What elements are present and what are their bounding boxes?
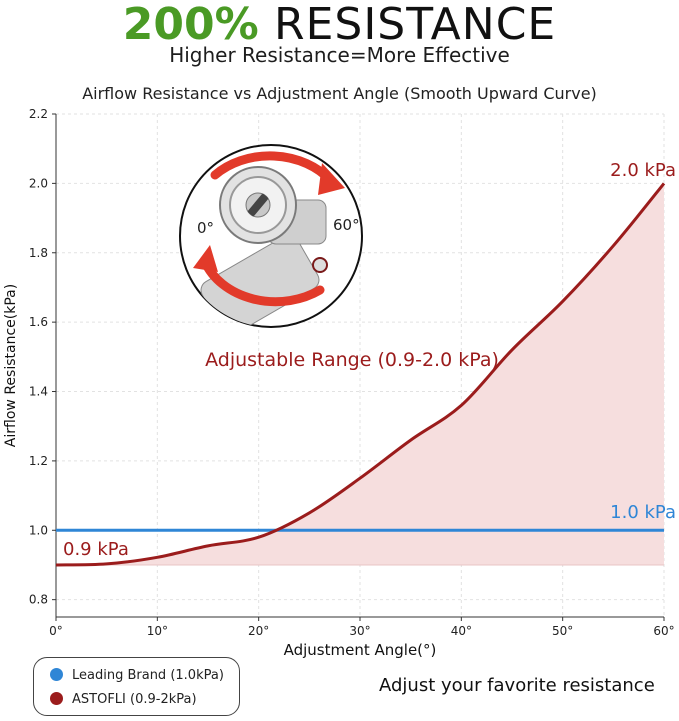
- x-tick-label: 20°: [248, 624, 269, 638]
- annotation-leading-label: 1.0 kPa: [610, 502, 676, 523]
- series-line-astofli: [55, 182, 666, 567]
- y-tick-label: 1.8: [29, 246, 48, 260]
- headline-word: RESISTANCE: [274, 0, 557, 50]
- astofli-dot-icon: [50, 692, 63, 705]
- inset-label-60: 60°: [333, 216, 360, 234]
- device-screw: [312, 257, 328, 273]
- legend-label-leading: Leading Brand (1.0kPa): [72, 668, 224, 683]
- legend-item-astofli: ASTOFLI (0.9-2kPa): [50, 690, 197, 710]
- x-tick-label: 50°: [552, 624, 573, 638]
- rotate-arrow-top: [210, 151, 335, 185]
- legend-item-leading: Leading Brand (1.0kPa): [50, 666, 224, 686]
- chart-title: Airflow Resistance vs Adjustment Angle (…: [82, 84, 597, 103]
- tagline: Adjust your favorite resistance: [379, 675, 655, 696]
- headline: 200% RESISTANCE: [0, 0, 679, 50]
- inset-label-0: 0°: [197, 219, 214, 237]
- legend-label-astofli: ASTOFLI (0.9-2kPa): [72, 692, 197, 707]
- annotation-start-label: 0.9 kPa: [63, 539, 129, 560]
- arrow-head-left-icon: [193, 245, 218, 272]
- x-tick-label: 40°: [451, 624, 472, 638]
- annotation-range-label: Adjustable Range (0.9-2.0 kPa): [205, 349, 499, 371]
- y-tick-label: 1.2: [29, 454, 48, 468]
- y-tick-label: 2.2: [29, 107, 48, 121]
- y-tick-label: 2.0: [29, 176, 48, 190]
- annotation-end-label: 2.0 kPa: [610, 160, 676, 181]
- rotate-arrow-bottom: [200, 257, 325, 307]
- y-tick-label: 0.8: [29, 593, 48, 607]
- y-tick-label: 1.0: [29, 523, 48, 537]
- leading-dot-icon: [50, 668, 63, 681]
- headline-percent: 200%: [122, 0, 259, 50]
- x-tick-label: 30°: [349, 624, 370, 638]
- arrow-head-right-icon: [318, 163, 345, 195]
- legend: Leading Brand (1.0kPa) ASTOFLI (0.9-2kPa…: [33, 657, 240, 716]
- subtitle: Higher Resistance=More Effective: [169, 43, 510, 67]
- x-axis-title: Adjustment Angle(°): [284, 641, 437, 659]
- y-axis-title: Airflow Resistance(kPa): [3, 284, 19, 447]
- product-inset: 0° 60°: [179, 144, 363, 328]
- x-tick-label: 10°: [147, 624, 168, 638]
- device-slot: [248, 194, 268, 216]
- y-tick-label: 1.6: [29, 315, 48, 329]
- adjustable-range-fill: [56, 183, 664, 565]
- x-tick-label: 0°: [49, 624, 63, 638]
- device-illustration: [200, 166, 328, 327]
- x-tick-label: 60°: [653, 624, 674, 638]
- y-tick-label: 1.4: [29, 385, 48, 399]
